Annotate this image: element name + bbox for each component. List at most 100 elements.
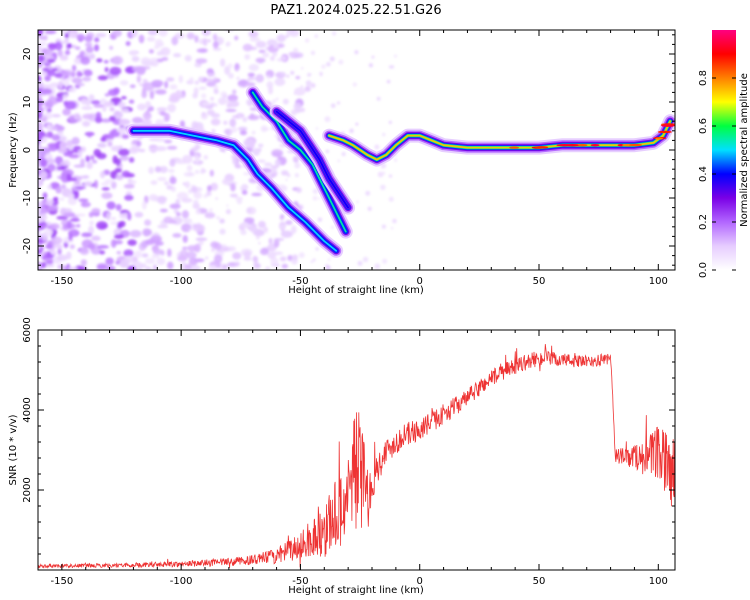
noise-blob <box>167 103 176 113</box>
noise-blob <box>40 158 48 168</box>
noise-blob <box>338 59 344 65</box>
noise-blob <box>394 158 398 162</box>
noise-blob <box>166 145 178 150</box>
noise-blob <box>175 212 181 217</box>
noise-blob <box>321 64 326 69</box>
noise-blob <box>293 102 302 111</box>
noise-blob <box>142 228 152 237</box>
noise-blob <box>253 260 259 266</box>
noise-blob <box>304 38 310 43</box>
noise-blob <box>243 172 250 176</box>
noise-blob <box>371 55 375 59</box>
noise-blob <box>337 159 340 162</box>
noise-blob <box>231 99 236 104</box>
noise-blob <box>232 252 242 260</box>
x-tick-label: 100 <box>649 276 668 287</box>
figure-title: PAZ1.2024.025.22.51.G26 <box>270 3 441 18</box>
noise-blob <box>134 250 143 259</box>
noise-blob <box>47 184 52 190</box>
noise-blob <box>374 144 380 150</box>
noise-blob <box>198 86 207 90</box>
noise-blob <box>290 70 295 75</box>
x-tick-label: -100 <box>170 576 193 587</box>
noise-blob <box>210 118 221 126</box>
noise-blob <box>110 181 117 189</box>
noise-blob <box>236 68 240 71</box>
noise-blob <box>382 258 388 264</box>
noise-blob <box>255 235 260 240</box>
noise-blob <box>201 93 207 99</box>
noise-blob <box>95 33 107 38</box>
noise-blob <box>124 194 134 201</box>
noise-blob <box>318 197 321 200</box>
y-tick-label: 0 <box>22 147 33 153</box>
noise-blob <box>168 168 175 173</box>
spectrogram-ridges <box>126 85 675 258</box>
noise-blob <box>188 188 193 194</box>
noise-blob <box>229 118 237 128</box>
noise-blob <box>390 65 395 69</box>
noise-blob <box>258 242 261 245</box>
noise-blob <box>320 74 323 77</box>
noise-blob <box>152 249 165 255</box>
noise-blob <box>355 122 359 126</box>
noise-blob <box>141 253 149 258</box>
noise-blob <box>46 59 56 63</box>
noise-blob <box>109 66 122 76</box>
noise-blob <box>173 209 180 214</box>
noise-blob <box>169 158 176 167</box>
noise-blob <box>93 179 99 189</box>
noise-blob <box>85 155 90 163</box>
noise-blob <box>261 127 270 131</box>
noise-blob <box>189 77 194 82</box>
noise-blob <box>45 243 53 250</box>
noise-blob <box>211 248 215 252</box>
noise-blob <box>203 155 209 160</box>
noise-blob <box>217 97 227 105</box>
noise-blob <box>164 112 171 122</box>
noise-blob <box>257 159 266 163</box>
noise-blob <box>59 141 67 150</box>
noise-blob <box>113 234 124 240</box>
noise-blob <box>112 99 120 105</box>
noise-blob <box>336 101 341 105</box>
noise-blob <box>272 251 284 255</box>
noise-blob <box>185 181 191 189</box>
noise-blob <box>106 212 111 221</box>
noise-blob <box>118 103 126 109</box>
noise-blob <box>139 263 147 268</box>
noise-blob <box>176 192 189 200</box>
noise-blob <box>181 197 193 203</box>
noise-blob <box>128 99 135 104</box>
noise-blob <box>81 200 86 208</box>
noise-blob <box>175 90 182 94</box>
noise-blob <box>182 154 193 164</box>
noise-blob <box>201 101 211 107</box>
noise-blob <box>138 34 145 44</box>
noise-blob <box>182 182 187 186</box>
noise-blob <box>66 220 73 230</box>
noise-blob <box>314 34 318 38</box>
noise-blob <box>392 218 397 224</box>
noise-blob <box>148 166 154 175</box>
noise-blob <box>251 130 256 135</box>
colorbar-tick-label: 0.6 <box>698 118 709 134</box>
noise-blob <box>38 41 47 47</box>
noise-blob <box>205 78 214 82</box>
noise-blob <box>93 44 100 52</box>
noise-blob <box>210 241 219 249</box>
noise-blob <box>80 259 88 266</box>
noise-blob <box>91 235 101 242</box>
noise-blob <box>211 129 216 134</box>
noise-blob <box>116 251 122 255</box>
noise-blob <box>222 264 228 270</box>
noise-blob <box>89 220 94 226</box>
noise-blob <box>213 254 223 264</box>
noise-blob <box>198 240 204 246</box>
noise-blob <box>38 213 48 222</box>
noise-blob <box>104 179 115 184</box>
noise-blob <box>118 145 123 149</box>
noise-blob <box>255 74 265 83</box>
noise-blob <box>281 170 289 176</box>
